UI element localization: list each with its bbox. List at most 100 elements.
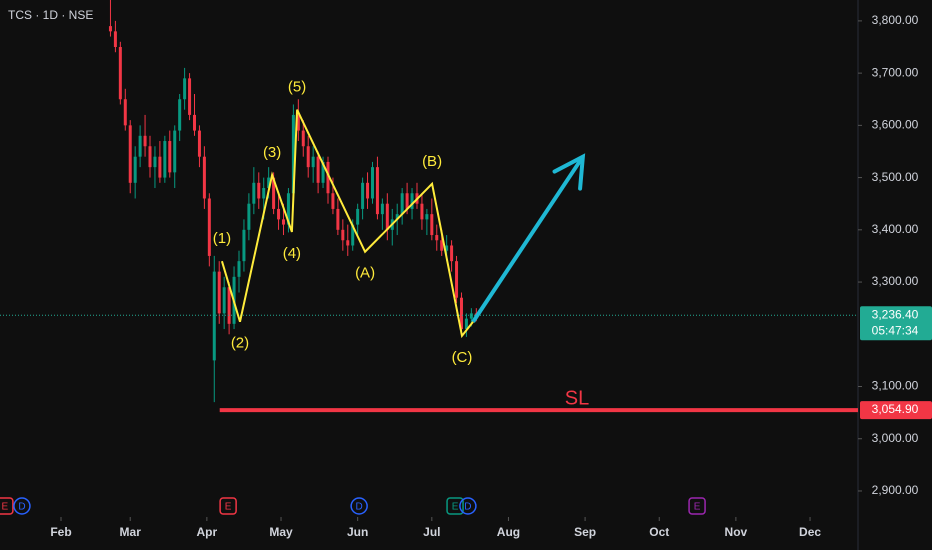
candle-body — [301, 130, 305, 147]
candle-body — [291, 114, 295, 194]
wave-label: (3) — [263, 144, 281, 161]
candle-body — [242, 229, 246, 262]
event-label: D — [356, 502, 363, 513]
x-tick-label: May — [269, 525, 293, 539]
candle-body — [346, 240, 350, 246]
candle-body — [158, 156, 162, 178]
wave-label: (C) — [452, 349, 473, 366]
y-tick-label: 3,400.00 — [872, 222, 919, 236]
y-tick-label: 3,300.00 — [872, 274, 919, 288]
candle-body — [252, 182, 256, 204]
candle-body — [361, 182, 365, 209]
y-tick-label: 2,900.00 — [872, 483, 919, 497]
wave-label: (2) — [231, 335, 249, 352]
candle-body — [366, 182, 370, 199]
candle-body — [173, 130, 177, 173]
candle-body — [237, 261, 241, 277]
stop-loss-box — [860, 401, 932, 420]
candle-body — [212, 271, 216, 361]
candle-body — [247, 203, 251, 230]
candle-body — [459, 297, 463, 330]
x-tick-label: Jul — [423, 525, 440, 539]
x-tick-label: Aug — [497, 525, 520, 539]
y-tick-label: 3,100.00 — [872, 379, 919, 393]
candle-body — [440, 240, 444, 251]
candle-body — [178, 99, 182, 131]
arrow-head — [552, 153, 586, 191]
candle-body — [380, 203, 384, 215]
event-badge — [13, 497, 31, 515]
candle-body — [168, 141, 172, 173]
candle-body — [153, 156, 157, 168]
candle-body — [143, 135, 147, 147]
event-badge — [688, 497, 706, 515]
candle-body — [207, 198, 211, 256]
stop-loss-label: 3,054.90 — [872, 402, 919, 416]
candle-body — [217, 271, 221, 314]
candle-body — [336, 208, 340, 230]
candle-body — [188, 78, 192, 115]
event-badge — [0, 497, 14, 515]
event-label: E — [452, 502, 459, 513]
candle-body — [306, 146, 310, 168]
event-badge — [350, 497, 368, 515]
wave-label: (1) — [213, 230, 231, 247]
wave-label: (4) — [283, 245, 301, 262]
wave-label: (B) — [422, 153, 442, 170]
candle-body — [351, 224, 355, 246]
y-tick-label: 3,500.00 — [872, 170, 919, 184]
last-price-label: 3,236.40 — [872, 307, 919, 321]
candle-body — [163, 141, 167, 178]
candle-body — [385, 203, 389, 230]
candle-body — [128, 125, 132, 183]
last-price-box — [860, 306, 932, 341]
candle-body — [400, 193, 404, 215]
candle-body — [455, 261, 459, 298]
candle-body — [395, 214, 399, 220]
wave-label: (A) — [355, 265, 375, 282]
candle-body — [277, 208, 281, 220]
event-label: D — [18, 502, 25, 513]
candle-body — [257, 182, 261, 199]
event-badge — [446, 497, 464, 515]
candle-body — [118, 47, 122, 100]
candle-body — [405, 193, 409, 209]
symbol-label: TCS · 1D · NSE — [8, 8, 93, 22]
x-tick-label: Apr — [197, 525, 218, 539]
candle-body — [113, 31, 117, 48]
candle-body — [311, 156, 315, 168]
stop-loss-text: SL — [565, 387, 589, 409]
candle-body — [331, 193, 335, 209]
candle-body — [326, 161, 330, 194]
candle-body — [197, 130, 201, 157]
candle-body — [356, 208, 360, 225]
candle-body — [370, 167, 374, 199]
candle-body — [410, 193, 414, 209]
candle-body — [193, 114, 197, 131]
candle-body — [272, 177, 276, 209]
candle-body — [316, 156, 320, 183]
event-label: E — [225, 502, 232, 513]
candle-body — [202, 156, 206, 199]
candle-body — [267, 177, 271, 189]
candle-body — [138, 135, 142, 157]
x-tick-label: Sep — [574, 525, 596, 539]
x-tick-label: Mar — [120, 525, 142, 539]
event-badge — [459, 497, 477, 515]
x-tick-label: Jun — [347, 525, 368, 539]
candle-body — [296, 114, 300, 131]
event-label: E — [2, 502, 9, 513]
event-label: E — [694, 502, 701, 513]
candle-body — [435, 235, 439, 241]
candle-body — [375, 167, 379, 215]
candle-body — [123, 99, 127, 126]
candle-body — [464, 318, 468, 330]
candle-body — [281, 219, 285, 225]
candle-body — [262, 188, 266, 199]
y-tick-label: 3,800.00 — [872, 13, 919, 27]
wave-label: (5) — [288, 79, 306, 96]
candle-body — [420, 203, 424, 220]
projection-arrow — [471, 155, 585, 323]
candle-body — [222, 287, 226, 314]
event-badge — [219, 497, 237, 515]
